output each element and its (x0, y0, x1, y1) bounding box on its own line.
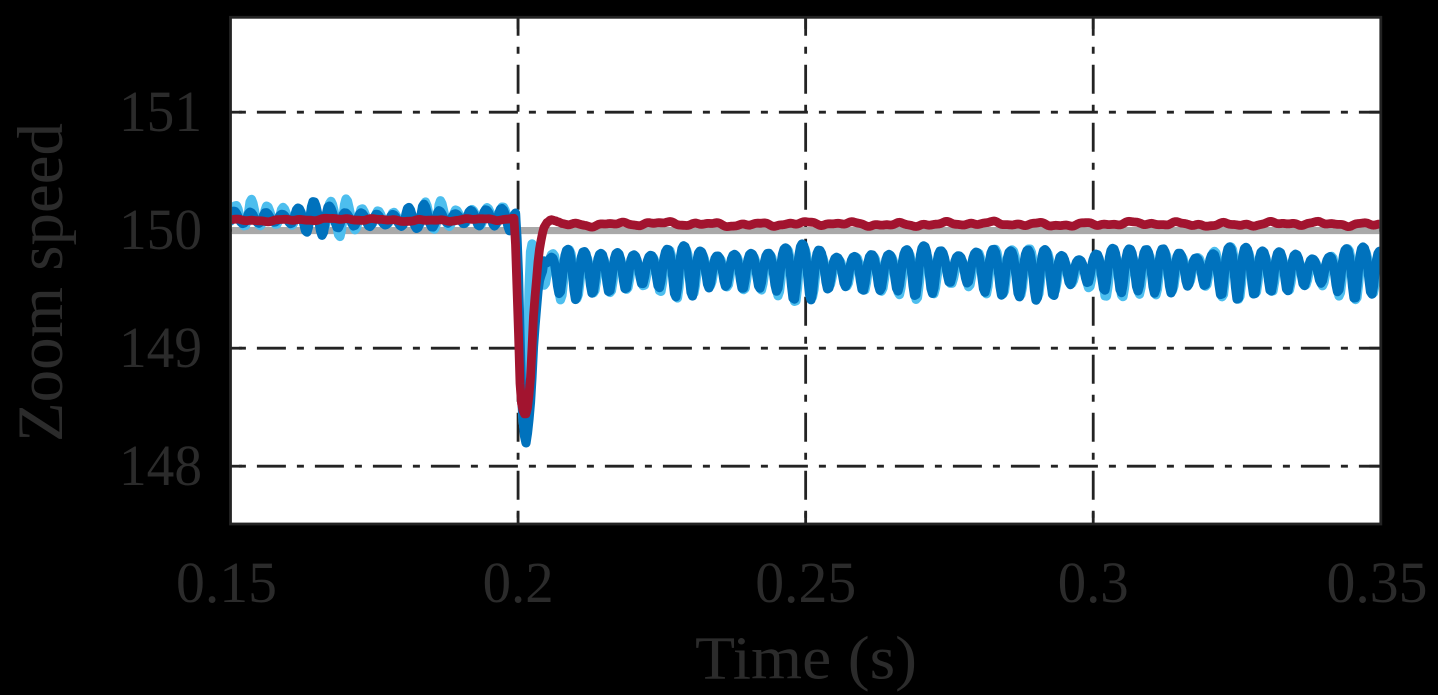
svg-text:0.35: 0.35 (1327, 550, 1428, 615)
svg-text:Zoom speed: Zoom speed (5, 123, 77, 442)
svg-text:148: 148 (119, 433, 202, 498)
svg-text:0.2: 0.2 (483, 550, 554, 615)
svg-text:Time (s): Time (s) (695, 626, 917, 693)
svg-text:151: 151 (119, 79, 202, 144)
svg-text:0.25: 0.25 (755, 550, 856, 615)
svg-text:149: 149 (119, 315, 202, 380)
svg-text:0.15: 0.15 (176, 550, 277, 615)
svg-text:0.3: 0.3 (1058, 550, 1129, 615)
svg-text:150: 150 (119, 197, 202, 262)
